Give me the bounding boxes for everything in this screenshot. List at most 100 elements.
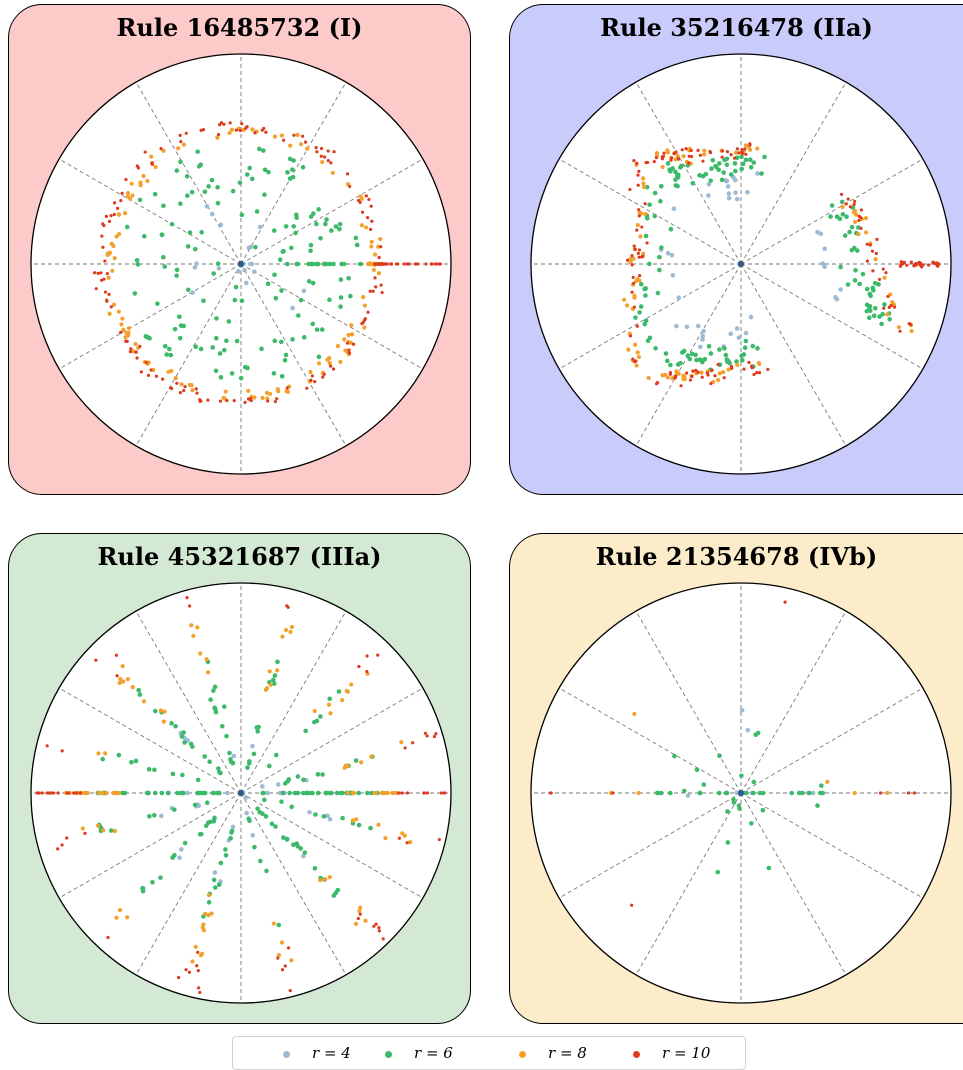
data-point-r10 — [635, 324, 639, 328]
gridline — [240, 263, 347, 447]
data-point-r6 — [315, 261, 320, 267]
data-point-r6 — [152, 767, 157, 773]
data-point-r6 — [321, 814, 327, 819]
data-point-r6 — [142, 233, 147, 239]
data-point-r6 — [262, 192, 267, 198]
data-point-r6 — [136, 687, 141, 693]
data-point-r6 — [723, 790, 729, 796]
data-point-r6 — [849, 224, 855, 230]
panel-rule-45321687: Rule 45321687 (IIIa) — [8, 533, 471, 1024]
data-point-r4 — [734, 790, 740, 796]
data-point-r8 — [349, 682, 354, 687]
data-point-r6 — [315, 772, 321, 777]
data-point-r8 — [114, 790, 119, 796]
data-point-r6 — [340, 790, 345, 796]
data-point-r10 — [887, 305, 891, 309]
data-point-r10 — [374, 285, 378, 289]
data-point-r6 — [197, 831, 203, 837]
data-point-r8 — [632, 295, 637, 300]
data-point-r6 — [717, 161, 722, 166]
data-point-r8 — [111, 302, 117, 307]
data-point-r10 — [345, 341, 350, 345]
data-point-r10 — [709, 381, 713, 386]
data-point-r10 — [360, 210, 365, 214]
data-point-r10 — [634, 359, 638, 363]
data-point-r6 — [206, 900, 212, 905]
data-point-r10 — [899, 260, 903, 264]
data-point-r8 — [350, 818, 355, 823]
data-point-r6 — [834, 214, 840, 219]
data-point-r6 — [129, 759, 134, 765]
data-point-r8 — [633, 342, 638, 347]
legend-marker — [385, 1050, 392, 1058]
data-point-r6 — [289, 167, 295, 172]
data-point-r10 — [729, 152, 733, 157]
data-point-r8 — [699, 370, 704, 375]
data-point-r6 — [277, 257, 283, 262]
data-point-r10 — [331, 367, 336, 371]
data-point-r6 — [232, 297, 238, 303]
data-point-r6 — [314, 718, 320, 724]
data-point-r8 — [318, 878, 323, 883]
data-point-r6 — [172, 326, 178, 332]
data-point-r6 — [196, 790, 202, 796]
data-point-r6 — [700, 173, 706, 179]
data-point-r8 — [146, 360, 151, 365]
data-point-r10 — [112, 201, 117, 205]
data-point-r10 — [716, 362, 720, 367]
data-point-r6 — [739, 154, 744, 160]
data-point-r6 — [198, 162, 204, 167]
data-point-r6 — [336, 689, 342, 694]
data-point-r4 — [216, 266, 222, 271]
data-point-r8 — [116, 309, 121, 314]
data-point-r6 — [279, 373, 285, 379]
data-point-r6 — [867, 315, 872, 321]
gridline — [740, 263, 847, 447]
data-point-r10 — [198, 990, 202, 995]
data-point-r10 — [112, 212, 116, 217]
data-point-r6 — [267, 763, 272, 769]
data-point-r4 — [244, 810, 249, 816]
data-point-r6 — [876, 282, 881, 287]
data-point-r8 — [856, 232, 861, 237]
data-point-r4 — [246, 245, 252, 251]
data-point-r6 — [301, 777, 306, 783]
data-point-r10 — [369, 204, 373, 208]
data-point-r6 — [697, 173, 702, 178]
data-point-r10 — [101, 245, 105, 249]
data-point-r8 — [100, 790, 105, 796]
data-point-r10 — [286, 946, 291, 950]
data-point-r6 — [723, 352, 729, 358]
data-point-r10 — [630, 263, 634, 267]
data-point-r6 — [327, 790, 333, 796]
data-point-r4 — [665, 250, 671, 256]
data-point-r4 — [275, 782, 281, 787]
data-point-r8 — [271, 921, 277, 926]
data-point-r6 — [270, 677, 276, 683]
data-point-r6 — [206, 184, 211, 189]
data-point-r4 — [231, 753, 237, 759]
data-point-r6 — [665, 161, 671, 166]
data-point-r10 — [743, 147, 747, 151]
gridline — [740, 792, 924, 899]
data-point-r10 — [635, 161, 639, 165]
data-point-r8 — [682, 376, 687, 382]
data-point-r10 — [935, 261, 939, 265]
gridline — [240, 158, 424, 265]
data-point-r8 — [345, 689, 350, 694]
data-point-r8 — [260, 395, 265, 401]
data-point-r10 — [636, 183, 640, 187]
data-point-r6 — [870, 285, 876, 291]
gridline — [558, 687, 742, 794]
data-point-r6 — [681, 788, 687, 794]
data-point-r8 — [209, 911, 214, 916]
data-point-r10 — [49, 791, 53, 795]
data-point-r6 — [887, 316, 892, 322]
data-point-r8 — [383, 790, 388, 796]
data-point-r10 — [857, 214, 861, 218]
data-point-r8 — [120, 664, 125, 669]
data-point-r10 — [138, 344, 142, 348]
data-point-r10 — [119, 199, 123, 203]
data-point-r6 — [259, 346, 264, 352]
data-point-r10 — [276, 956, 280, 960]
